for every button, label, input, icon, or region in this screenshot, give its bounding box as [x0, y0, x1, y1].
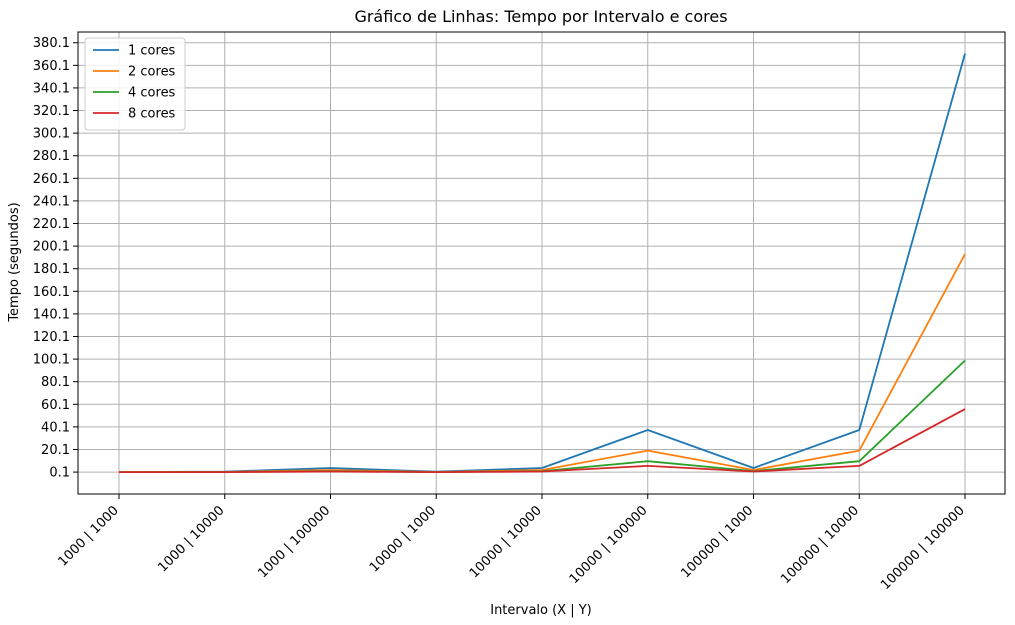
y-tick-label: 180.1 — [33, 262, 70, 277]
y-axis-label: Tempo (segundos) — [7, 202, 22, 322]
x-tick-label: 100000 | 1000 — [678, 503, 756, 581]
x-axis-label: Intervalo (X | Y) — [490, 603, 592, 618]
legend-label: 1 cores — [128, 44, 176, 59]
y-tick-label: 280.1 — [33, 149, 70, 164]
x-tick-label: 1000 | 100000 — [255, 503, 333, 581]
y-tick-label: 340.1 — [33, 81, 70, 96]
legend-label: 8 cores — [128, 107, 176, 122]
legend-label: 4 cores — [128, 86, 176, 101]
y-tick-label: 0.1 — [49, 466, 70, 481]
y-tick-label: 40.1 — [41, 420, 70, 435]
y-tick-label: 100.1 — [33, 353, 70, 368]
y-tick-label: 360.1 — [33, 59, 70, 74]
series-lines — [118, 53, 966, 474]
y-tick-label: 120.1 — [33, 330, 70, 345]
y-tick-label: 240.1 — [33, 194, 70, 209]
x-tick-label: 10000 | 100000 — [567, 503, 651, 587]
y-tick-label: 380.1 — [33, 36, 70, 51]
x-axis-ticks: 1000 | 1000 1000 | 10000 1000 | 100000 1000… — [55, 494, 968, 593]
y-tick-label: 140.1 — [33, 307, 70, 322]
series-line-8-cores — [119, 408, 966, 474]
legend-box — [84, 37, 186, 131]
y-tick-label: 220.1 — [33, 217, 70, 232]
x-tick-label: 100000 | 10000 — [778, 503, 862, 587]
x-tick-label: 100000 | 100000 — [878, 503, 968, 593]
y-tick-label: 320.1 — [33, 104, 70, 119]
x-tick-label: 1000 | 10000 — [155, 503, 227, 575]
y-tick-label: 80.1 — [41, 375, 70, 390]
legend-label: 2 cores — [128, 65, 176, 80]
x-tick-label: 10000 | 10000 — [467, 503, 545, 581]
y-tick-label: 260.1 — [33, 172, 70, 187]
legend: 1 cores 2 cores 4 cores 8 cores — [84, 37, 186, 131]
y-tick-label: 60.1 — [41, 398, 70, 413]
y-tick-label: 300.1 — [33, 127, 70, 142]
y-tick-label: 20.1 — [41, 443, 70, 458]
y-tick-label: 200.1 — [33, 240, 70, 255]
grid — [78, 32, 1005, 494]
x-tick-label: 10000 | 1000 — [367, 503, 439, 575]
y-tick-label: 160.1 — [33, 285, 70, 300]
x-tick-label: 1000 | 1000 — [55, 503, 121, 569]
y-axis-ticks: 0.1 20.1 40.1 60.1 80.1 100.1 120.1 140.1 160.1 1… — [33, 36, 78, 481]
chart-title: Gráfico de Linhas: Tempo por Intervalo e… — [354, 7, 727, 26]
